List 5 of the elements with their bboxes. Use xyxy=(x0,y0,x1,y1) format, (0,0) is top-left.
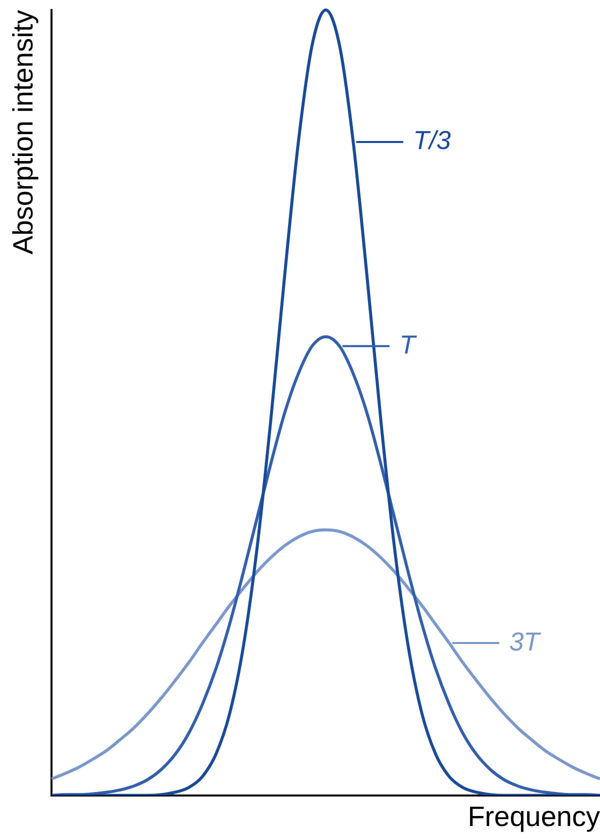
legend-label: T/3 xyxy=(413,125,452,156)
x-axis-title: Frequency xyxy=(468,800,600,832)
y-axis-title: Absorption intensity xyxy=(8,10,39,254)
legend-label: 3T xyxy=(509,626,542,656)
legend-label: T xyxy=(400,329,418,360)
